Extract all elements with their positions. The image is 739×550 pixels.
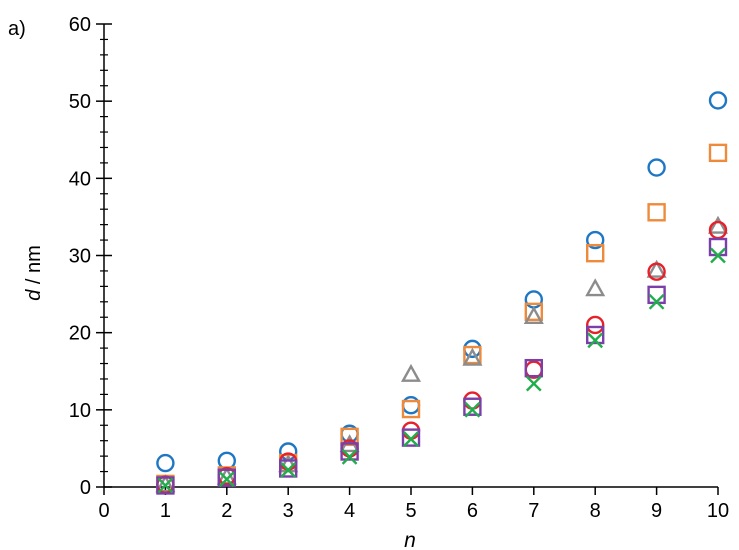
data-point-circle [586, 315, 605, 335]
y-tick-label: 0 [80, 477, 91, 499]
y-axis-title: d / nm [23, 245, 45, 301]
data-point-square [708, 237, 728, 257]
data-point-triangle [400, 363, 422, 382]
y-tick-label: 50 [69, 91, 91, 113]
x-tick-label: 5 [405, 500, 416, 522]
x-tick-label: 7 [528, 500, 539, 522]
data-point-square [524, 358, 543, 378]
x-tick-label: 8 [590, 500, 601, 522]
data-point-square [586, 243, 605, 263]
data-point-circle [647, 262, 666, 281]
data-point-triangle [585, 278, 606, 297]
data-point-square [340, 427, 359, 447]
y-tick-label: 30 [69, 246, 91, 268]
x-tick-label: 0 [98, 500, 109, 522]
data-point-square [340, 442, 359, 461]
data-point-square [524, 302, 543, 322]
x-tick-label: 10 [707, 500, 729, 522]
data-point-triangle [155, 474, 176, 493]
y-tick-label: 60 [69, 14, 91, 36]
panel-label: a) [8, 18, 26, 40]
data-point-x [464, 401, 481, 418]
data-point-circle [156, 453, 175, 473]
data-point-x [587, 332, 604, 349]
data-marks [155, 91, 729, 495]
data-point-x [218, 471, 235, 488]
data-point-circle [647, 158, 666, 177]
x-tick-label: 2 [221, 500, 232, 522]
data-point-x [525, 375, 542, 392]
data-point-square [156, 476, 175, 495]
x-tick-label: 9 [651, 500, 662, 522]
data-point-x [280, 462, 297, 478]
data-point-x [710, 247, 726, 264]
y-tick-label: 40 [69, 168, 91, 190]
data-point-circle [586, 230, 605, 250]
data-point-x [157, 477, 174, 494]
data-point-square [586, 325, 605, 345]
data-point-square [708, 143, 728, 163]
y-tick-label: 10 [69, 400, 91, 422]
data-point-circle [463, 391, 482, 410]
data-point-square [647, 203, 666, 222]
data-point-x [403, 431, 419, 448]
data-point-circle [401, 396, 421, 415]
x-tick-label: 6 [467, 500, 478, 522]
data-point-x [341, 449, 358, 465]
data-point-square [279, 459, 298, 478]
data-point-circle [708, 91, 728, 110]
data-point-square [401, 428, 421, 447]
data-point-triangle [707, 215, 729, 234]
data-point-square [463, 397, 482, 416]
x-tick-label: 3 [283, 500, 294, 522]
data-point-square [217, 468, 237, 487]
data-point-circle [524, 290, 543, 309]
data-point-triangle [462, 347, 483, 366]
x-tick-label: 4 [344, 500, 355, 522]
data-point-square [463, 345, 482, 365]
data-point-square [401, 399, 421, 419]
x-tick-label: 1 [160, 500, 171, 522]
axes: 0 1 2 3 4 5 6 7 8 9 10 0 10 20 30 40 50 60 [69, 14, 729, 522]
x-axis-title: n [404, 529, 416, 550]
y-axis-title-italic: d [23, 289, 45, 301]
y-axis-title-unit: / nm [23, 245, 45, 289]
data-point-triangle [646, 259, 667, 278]
data-point-x [648, 293, 665, 310]
data-point-triangle [523, 305, 544, 325]
y-tick-label: 20 [69, 323, 91, 345]
